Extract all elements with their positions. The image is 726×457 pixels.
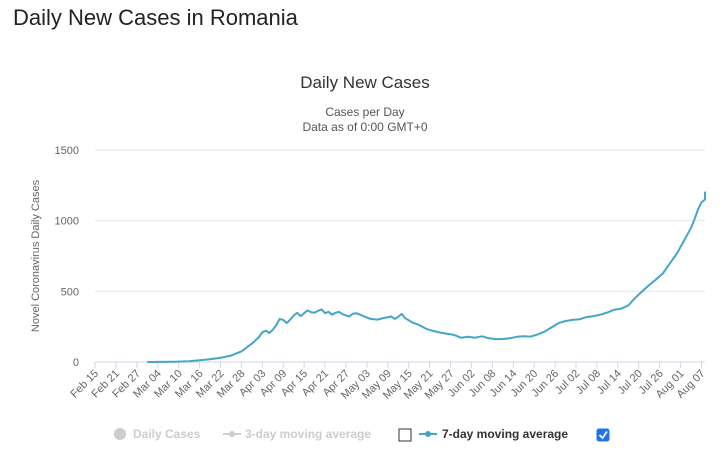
legend-marker-icon — [425, 431, 431, 437]
checkbox-3-day-average[interactable] — [398, 428, 412, 442]
y-tick-labels: 0 500 1000 1500 — [55, 145, 79, 369]
checkmark-icon — [598, 430, 608, 440]
checkbox-7-day-average[interactable] — [596, 428, 610, 442]
chart-subtitle-line-2: Data as of 0:00 GMT+0 — [302, 120, 427, 134]
legend-dot-icon — [114, 428, 126, 440]
y-tick-label: 1000 — [55, 216, 79, 228]
chart-title: Daily New Cases — [300, 73, 429, 92]
legend: Daily Cases 3-day moving average 7-day m… — [114, 427, 610, 442]
y-tick-label: 0 — [73, 357, 79, 369]
series-line-7-day-average — [147, 191, 706, 363]
page-title: Daily New Cases in Romania — [13, 5, 298, 30]
checkbox-unchecked-icon — [398, 428, 412, 442]
checkbox-checked-icon — [596, 428, 610, 442]
y-axis-label: Novel Coronavirus Daily Cases — [30, 179, 42, 332]
legend-item-3-day-average[interactable]: 3-day moving average — [223, 427, 371, 441]
y-tick-label: 500 — [61, 286, 79, 298]
legend-item-7-day-average[interactable]: 7-day moving average — [419, 427, 568, 441]
chart-subtitle-line-1: Cases per Day — [325, 105, 404, 119]
legend-label-daily-cases: Daily Cases — [133, 427, 201, 441]
legend-item-daily-cases[interactable]: Daily Cases — [114, 427, 201, 441]
legend-marker-icon — [229, 431, 235, 437]
series-layer — [147, 191, 706, 363]
legend-label-3-day-average: 3-day moving average — [245, 427, 371, 441]
gridlines — [95, 149, 705, 363]
y-tick-label: 1500 — [55, 145, 79, 157]
legend-label-7-day-average: 7-day moving average — [442, 427, 568, 441]
